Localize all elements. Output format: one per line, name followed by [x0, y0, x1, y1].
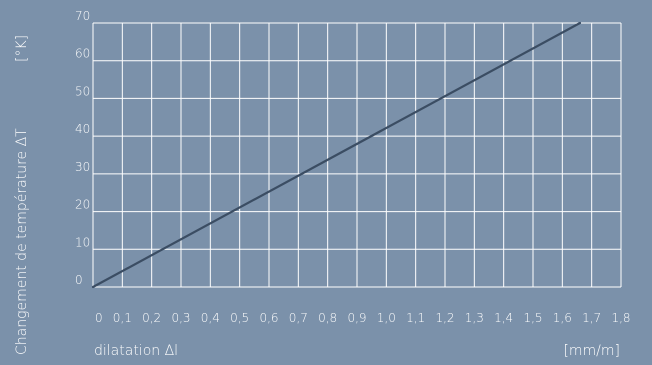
series-line [91, 21, 582, 289]
y-tick-label: 40 [75, 122, 90, 136]
x-axis-unit: [mm/m] [563, 343, 620, 359]
y-axis-unit: [°K] [14, 35, 30, 62]
grid [92, 22, 622, 288]
x-tick-label: 0,9 [347, 311, 366, 325]
x-tick-label: 0,3 [171, 311, 190, 325]
y-axis-label: Changement de température ΔT [14, 128, 30, 355]
y-tick-label: 10 [75, 235, 90, 249]
x-tick-label: 0,4 [201, 311, 220, 325]
y-tick-label: 60 [75, 47, 90, 61]
x-tick-label: 0,6 [259, 311, 278, 325]
y-tick-label: 0 [75, 273, 83, 287]
y-tick-label: 50 [75, 84, 90, 98]
x-axis-tick-labels: 0 0,1 0,2 0,3 0,4 0,5 0,6 0,7 0,8 0,9 1,0 1,1 1,2 1,3… [95, 311, 631, 325]
y-tick-label: 30 [75, 160, 90, 174]
x-tick-label: 1,4 [494, 311, 513, 325]
x-tick-label: 0,1 [113, 311, 132, 325]
x-tick-label: 1,1 [406, 311, 425, 325]
x-tick-label: 1,2 [435, 311, 454, 325]
x-tick-label: 0,8 [318, 311, 337, 325]
x-tick-label: 0 [95, 311, 103, 325]
x-tick-label: 0,7 [289, 311, 308, 325]
x-tick-label: 1,7 [582, 311, 601, 325]
x-tick-label: 1,3 [465, 311, 484, 325]
x-tick-label: 1,0 [377, 311, 396, 325]
y-tick-label: 20 [75, 198, 90, 212]
x-axis-label: dilatation Δl [94, 343, 178, 359]
x-tick-label: 0,2 [142, 311, 161, 325]
x-tick-label: 1,8 [611, 311, 630, 325]
y-tick-label: 70 [75, 9, 90, 23]
x-tick-label: 1,6 [553, 311, 572, 325]
x-tick-label: 1,5 [523, 311, 542, 325]
x-tick-label: 0,5 [230, 311, 249, 325]
y-axis-tick-labels: 0 10 20 30 40 50 60 70 [75, 9, 90, 287]
data-series [91, 21, 582, 289]
